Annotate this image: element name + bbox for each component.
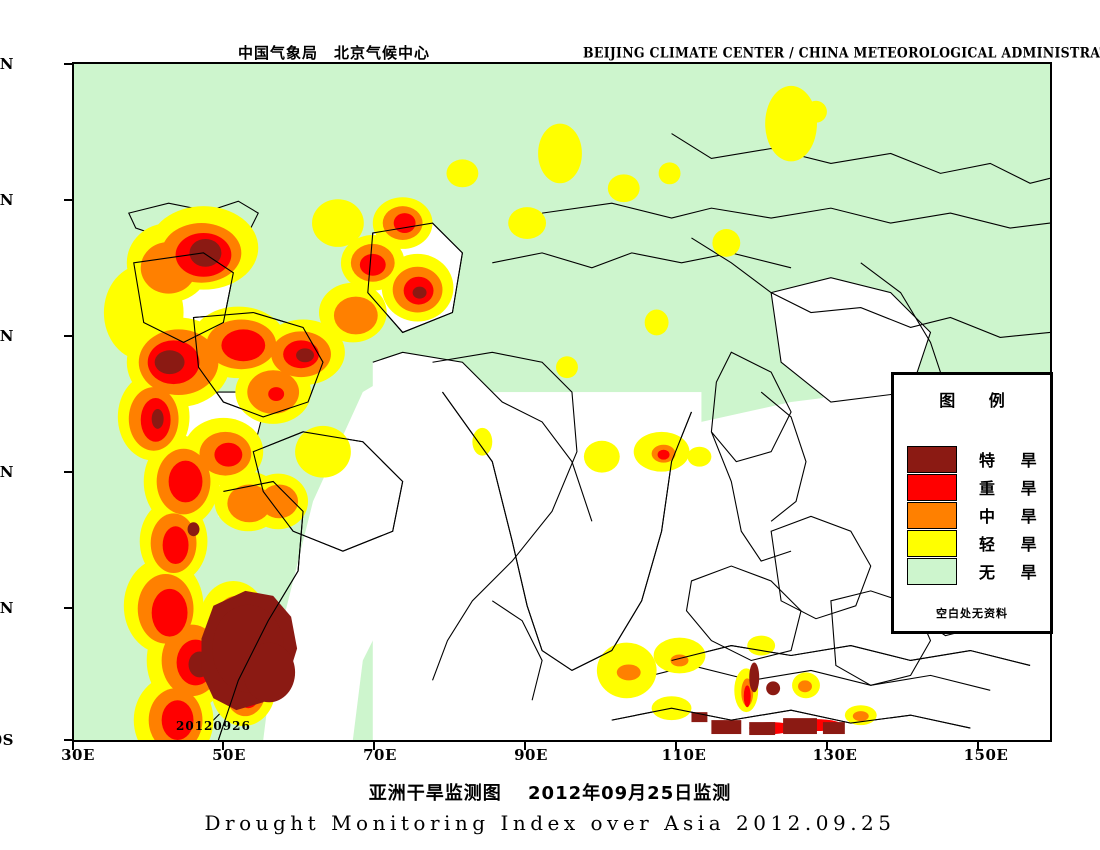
drought-level-extreme [151, 238, 845, 736]
legend-swatch-mild-drought [907, 529, 957, 557]
legend-item-moderate-drought: 中 旱 [907, 501, 1047, 529]
legend-label-mild-drought: 轻 旱 [979, 535, 1047, 554]
x-tick-mark-90E [524, 742, 526, 750]
legend-swatch-moderate-drought [907, 501, 957, 529]
x-tick-mark-110E [675, 742, 677, 750]
drought-map-canvas [74, 64, 1050, 740]
y-tick-mark-5N [64, 607, 73, 609]
x-tick-label-130E: 130E [812, 746, 858, 764]
x-tick-label-150E: 150E [963, 746, 1009, 764]
drought-contours [103, 85, 877, 740]
y-tick-label-50N: 50N [0, 191, 14, 209]
x-tick-mark-50E [222, 742, 224, 750]
legend-label-severe-drought: 重 旱 [979, 479, 1047, 498]
y-tick-label-35N: 35N [0, 327, 14, 345]
header-organization-en: BEIJING CLIMATE CENTER / CHINA METEOROLO… [583, 44, 1100, 61]
legend-item-severe-drought: 重 旱 [907, 473, 1047, 501]
header-organization-cn: 中国气象局 北京气候中心 [238, 44, 431, 62]
x-tick-mark-130E [826, 742, 828, 750]
legend-title: 图 例 [939, 391, 1019, 410]
y-tick-mark-20N [64, 471, 73, 473]
y-tick-mark-10S [64, 739, 73, 741]
x-tick-label-50E: 50E [212, 746, 246, 764]
legend-panel: 图 例 特 旱 重 旱 中 旱 轻 旱 无 旱 空白处无资料 [891, 372, 1053, 634]
legend-item-no-drought: 无 旱 [907, 557, 1047, 585]
legend-swatch-severe-drought [907, 473, 957, 501]
datestamp-watermark: 20120926 [176, 719, 251, 733]
coastline-overlay [133, 222, 1031, 740]
y-tick-label-5N: 5N [0, 599, 14, 617]
y-tick-label-65N: 65N [0, 55, 14, 73]
legend-label-no-drought: 无 旱 [979, 563, 1047, 582]
legend-swatch-extreme-drought [907, 445, 957, 473]
chart-title-en: Drought Monitoring Index over Asia 2012.… [204, 811, 896, 835]
legend-label-extreme-drought: 特 旱 [979, 451, 1047, 470]
y-tick-mark-50N [64, 199, 73, 201]
y-tick-mark-65N [64, 63, 73, 65]
x-tick-mark-30E [72, 742, 74, 750]
x-tick-mark-70E [373, 742, 375, 750]
y-tick-label-10S: 10S [0, 731, 14, 749]
legend-swatch-no-drought [907, 557, 957, 585]
legend-label-moderate-drought: 中 旱 [979, 507, 1047, 526]
x-tick-mark-150E [977, 742, 979, 750]
x-tick-label-90E: 90E [514, 746, 548, 764]
legend-item-extreme-drought: 特 旱 [907, 445, 1047, 473]
y-tick-mark-35N [64, 335, 73, 337]
chart-title-cn: 亚洲干旱监测图 2012年09月25日监测 [368, 783, 732, 804]
legend-nodata-note: 空白处无资料 [936, 607, 1008, 620]
x-tick-label-110E: 110E [661, 746, 707, 764]
x-tick-label-30E: 30E [61, 746, 95, 764]
y-tick-label-20N: 20N [0, 463, 14, 481]
map-frame [72, 62, 1052, 742]
legend-item-mild-drought: 轻 旱 [907, 529, 1047, 557]
x-tick-label-70E: 70E [363, 746, 397, 764]
legend-rows: 特 旱 重 旱 中 旱 轻 旱 无 旱 [907, 445, 1047, 585]
